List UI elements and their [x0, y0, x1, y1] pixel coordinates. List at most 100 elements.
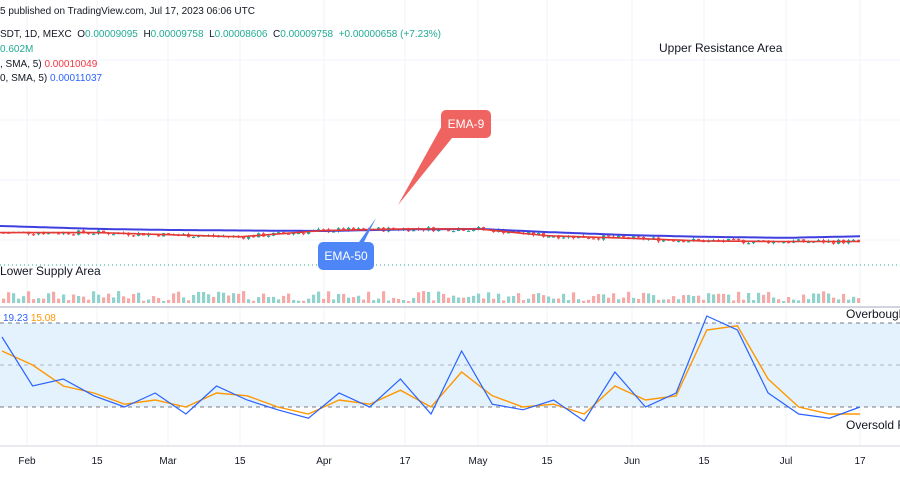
- candle-body: [737, 238, 741, 241]
- ema9-legend[interactable]: , SMA, 5) 0.00010049: [0, 59, 97, 70]
- ohlc-row: SDT, 1D, MEXC O0.00009095 H0.00009758 L0…: [0, 29, 441, 40]
- volume-bar: [207, 294, 211, 303]
- volume-bar: [657, 299, 661, 303]
- volume-bar: [357, 295, 361, 303]
- volume-bar: [397, 298, 401, 303]
- candle-body: [672, 240, 676, 242]
- candle-body: [247, 235, 251, 239]
- volume-bar: [102, 297, 106, 303]
- volume-bar: [787, 296, 791, 303]
- volume-bar: [622, 297, 626, 303]
- volume-bar: [627, 291, 631, 303]
- volume-bar: [587, 299, 591, 303]
- ema50-callout[interactable]: EMA-50: [318, 242, 374, 270]
- volume-bar: [812, 293, 816, 303]
- candle-body: [532, 231, 536, 236]
- volume-bar: [272, 296, 276, 303]
- ema9-callout[interactable]: EMA-9: [441, 110, 491, 138]
- volume-bar: [597, 294, 601, 303]
- volume-bar: [557, 298, 561, 303]
- candle-body: [597, 238, 601, 240]
- volume-bar: [757, 292, 761, 303]
- volume-bar: [517, 293, 521, 303]
- candle-body: [82, 230, 86, 233]
- candle-body: [617, 235, 621, 238]
- candle-body: [677, 240, 681, 242]
- publish-info: 5 published on TradingView.com, Jul 17, …: [0, 6, 255, 17]
- candle-body: [857, 239, 861, 242]
- volume-bar: [217, 291, 221, 303]
- x-tick-label: Jul: [780, 456, 793, 467]
- low-value: 0.00008606: [214, 29, 268, 40]
- volume-bar: [387, 300, 391, 303]
- ema50-legend[interactable]: 0, SMA, 5) 0.00011037: [0, 73, 102, 84]
- volume-bar: [432, 300, 436, 303]
- candle-body: [527, 231, 531, 234]
- change-value: +0.00000658 (+7.23%): [338, 29, 441, 40]
- volume-bar: [237, 293, 241, 303]
- volume-bar: [832, 297, 836, 303]
- x-tick-label: Jun: [624, 456, 640, 467]
- volume-bar: [492, 298, 496, 303]
- candle-body: [552, 236, 556, 238]
- volume-bar: [27, 291, 31, 303]
- candle-body: [307, 231, 311, 234]
- stoch-k-value: 19.23: [3, 313, 29, 324]
- volume-value: 0.602M: [0, 44, 34, 55]
- volume-bar: [352, 297, 356, 303]
- volume-bar: [12, 293, 16, 303]
- candle-body: [32, 234, 36, 236]
- volume-bar: [617, 299, 621, 303]
- volume-bar: [452, 295, 456, 303]
- volume-bar: [592, 296, 596, 303]
- candle-body: [357, 228, 361, 230]
- volume-bar: [42, 298, 46, 303]
- volume-bar: [277, 299, 281, 303]
- candle-body: [652, 237, 656, 239]
- volume-bar: [687, 294, 691, 303]
- ema50-legend-label: 0, SMA, 5): [0, 73, 48, 84]
- volume-bar: [607, 297, 611, 303]
- volume-bar: [342, 293, 346, 303]
- volume-bars: [2, 291, 861, 303]
- x-tick-label: 15: [698, 456, 710, 467]
- candle-body: [87, 232, 91, 235]
- volume-bar: [287, 293, 291, 303]
- volume-bar: [177, 291, 181, 303]
- x-axis: Feb 15 Mar 15 Apr 17 May 15 Jun 15 Jul 17: [18, 456, 866, 467]
- candle-body: [127, 233, 131, 236]
- volume-bar: [422, 291, 426, 303]
- volume-bar: [372, 300, 376, 303]
- volume-bar: [2, 298, 6, 303]
- ema9-legend-label: , SMA, 5): [0, 59, 42, 70]
- volume-bar: [127, 298, 131, 303]
- volume-bar: [312, 294, 316, 303]
- ema9-line: [0, 228, 860, 243]
- ema9-callout-text: EMA-9: [447, 117, 485, 131]
- volume-bar: [637, 298, 641, 303]
- volume-bar: [647, 293, 651, 303]
- overbought-label: Overbought: [846, 307, 900, 321]
- volume-bar: [837, 299, 841, 303]
- volume-bar: [202, 292, 206, 303]
- ema9-legend-value: 0.00010049: [44, 59, 98, 70]
- volume-bar: [407, 300, 411, 303]
- volume-bar: [642, 292, 646, 303]
- volume-bar: [817, 293, 821, 303]
- candle-body: [242, 236, 246, 239]
- volume-bar: [447, 297, 451, 303]
- volume-bar: [457, 297, 461, 303]
- candle-body: [687, 241, 691, 243]
- candle-body: [57, 233, 61, 235]
- volume-bar: [307, 298, 311, 303]
- candle-body: [807, 241, 811, 244]
- candle-body: [332, 231, 336, 233]
- x-tick-label: 15: [541, 456, 553, 467]
- volume-bar: [157, 298, 161, 303]
- ema50-callout-text: EMA-50: [324, 249, 368, 263]
- volume-bar: [652, 295, 656, 303]
- candle-body: [192, 236, 196, 239]
- volume-bar: [612, 293, 616, 303]
- volume-bar: [117, 291, 121, 303]
